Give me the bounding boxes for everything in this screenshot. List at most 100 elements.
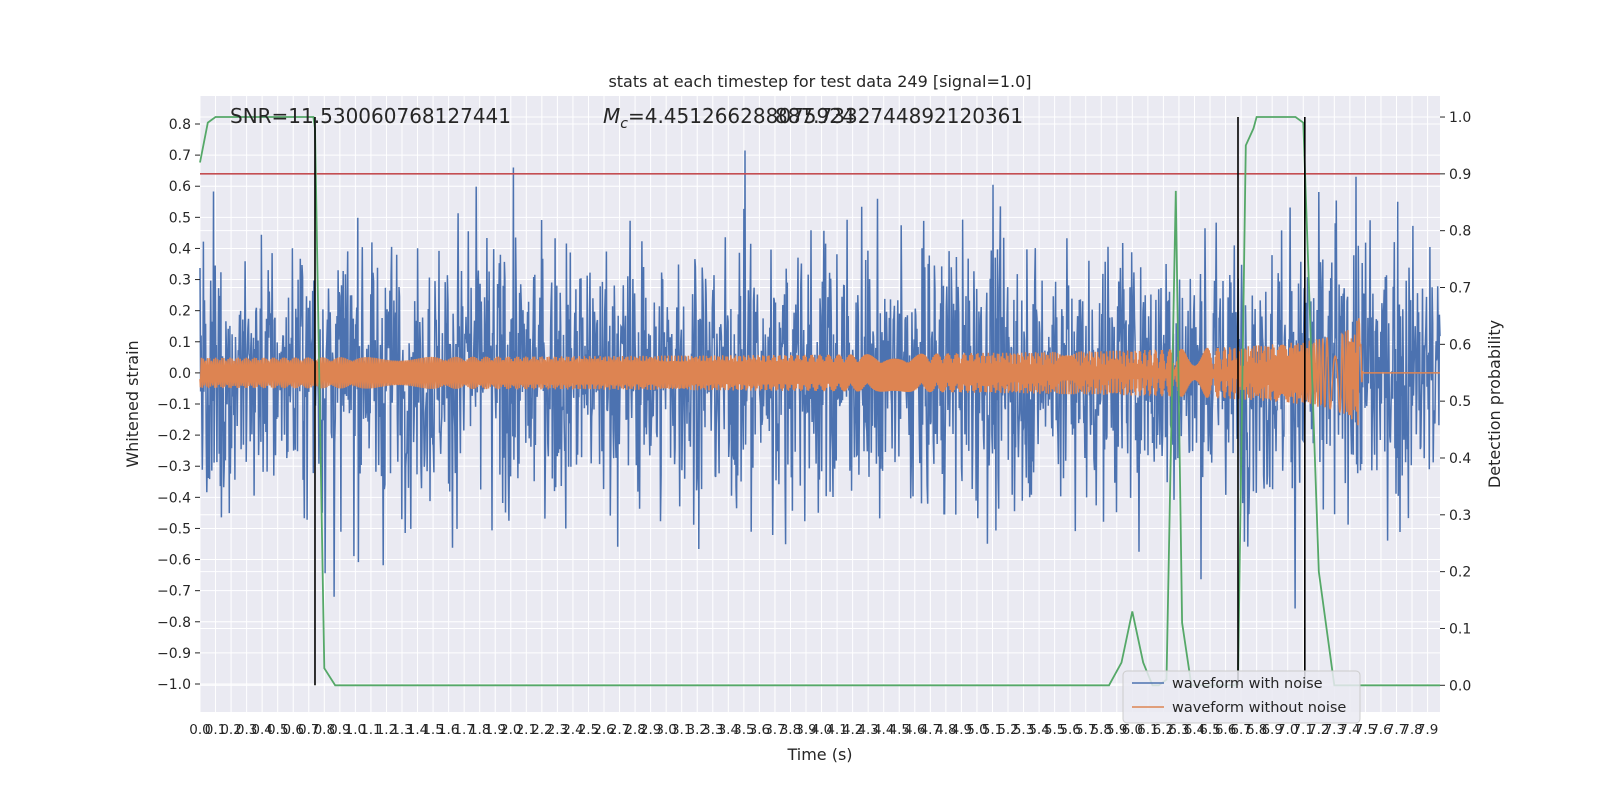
mc-symbol: M [603,104,620,128]
x-tick-label: 7.0 [1277,722,1298,738]
x-tick-label: 6.1 [1137,722,1158,738]
y-tick-label: 0.6 [169,179,191,195]
y-tick-label: −0.9 [157,646,191,662]
x-tick-label: 3.0 [655,722,676,738]
y2-tick-label: 0.0 [1449,678,1471,694]
waveform-without-noise-line [199,318,1440,426]
y2-tick-label: 0.2 [1449,565,1471,581]
x-tick-label: 2.5 [578,722,599,738]
x-tick-label: 4.9 [951,722,972,738]
x-tick-label: 6.0 [1122,722,1143,738]
x-tick-label: 6.7 [1230,722,1251,738]
x-tick-label: 7.8 [1401,722,1422,738]
overlap-annotation: 887.7332744892120361 [775,104,1023,128]
y2-tick-label: 0.9 [1449,167,1471,183]
legend: waveform with noise waveform without noi… [1122,670,1361,724]
plot-area [199,116,1441,687]
x-tick-label: 5.4 [1028,722,1049,738]
x-tick-label: 2.3 [547,722,568,738]
y-tick-label: −0.7 [157,584,191,600]
x-tick-label: 5.5 [1044,722,1065,738]
y-tick-label: 0.3 [169,273,191,289]
x-tick-label: 4.4 [873,722,894,738]
y-tick-label: 0.5 [169,210,191,226]
x-tick-label: 4.3 [857,722,878,738]
x-tick-label: 0.4 [251,722,272,738]
x-tick-label: 5.0 [966,722,987,738]
x-tick-label: 5.1 [982,722,1003,738]
y2-tick-label: 1.0 [1449,110,1471,126]
x-tick-label: 1.7 [453,722,474,738]
x-tick-label: 6.2 [1153,722,1174,738]
x-tick-label: 2.6 [593,722,614,738]
y-tick-label: −0.8 [157,615,191,631]
y2-tick-label: 0.4 [1449,451,1471,467]
detection-probability-line [199,116,1440,687]
x-tick-label: 1.4 [407,722,428,738]
x-tick-label: 5.9 [1106,722,1127,738]
x-tick-label: 0.6 [282,722,303,738]
legend-label-noise: waveform with noise [1172,676,1323,692]
x-tick-label: 3.1 [671,722,692,738]
x-tick-label: 0.2 [220,722,241,738]
x-tick-label: 1.5 [422,722,443,738]
x-tick-label: 3.9 [795,722,816,738]
y-tick-label: −0.6 [157,553,191,569]
x-tick-label: 0.5 [267,722,288,738]
x-tick-label: 6.5 [1199,722,1220,738]
x-tick-label: 4.2 [842,722,863,738]
mc-value: =4.451266288075924 [628,104,855,128]
x-tick-label: 5.3 [1013,722,1034,738]
x-tick-label: 3.7 [764,722,785,738]
x-tick-label: 7.2 [1308,722,1329,738]
y-tick-label: −1.0 [157,677,191,693]
x-tick-label: 6.8 [1246,722,1267,738]
x-tick-label: 4.7 [920,722,941,738]
y-axis-label: Whitened strain [123,340,142,467]
snr-annotation: SNR=11.530060768127441 [230,104,511,128]
x-tick-label: 6.4 [1184,722,1205,738]
y2-tick-label: 0.8 [1449,224,1471,240]
x-tick-label: 3.5 [733,722,754,738]
x-tick-label: 2.4 [562,722,583,738]
x-tick-label: 6.9 [1261,722,1282,738]
x-tick-label: 0.8 [314,722,335,738]
x-tick-label: 4.0 [811,722,832,738]
y2-tick-label: 0.3 [1449,508,1471,524]
mc-annotation: Mc=4.451266288075924 [603,104,855,132]
x-tick-label: 0.7 [298,722,319,738]
x-tick-label: 7.6 [1370,722,1391,738]
x-tick-label: 2.1 [516,722,537,738]
x-tick-label: 2.2 [531,722,552,738]
y2-tick-label: 0.7 [1449,281,1471,297]
y-tick-label: −0.2 [157,428,191,444]
y2-tick-label: 0.6 [1449,337,1471,353]
y-tick-label: 0.8 [169,117,191,133]
y-tick-label: 0.1 [169,335,191,351]
x-tick-label: 2.7 [609,722,630,738]
x-tick-label: 1.8 [469,722,490,738]
x-tick-label: 4.6 [904,722,925,738]
x-tick-label: 1.2 [376,722,397,738]
y-tick-label: −0.3 [157,459,191,475]
x-tick-label: 5.2 [997,722,1018,738]
x-tick-label: 7.4 [1339,722,1360,738]
x-tick-label: 6.6 [1215,722,1236,738]
x-tick-label: 4.8 [935,722,956,738]
x-tick-label: 5.7 [1075,722,1096,738]
y-tick-label: −0.1 [157,397,191,413]
x-tick-label: 2.0 [500,722,521,738]
x-tick-label: 2.9 [640,722,661,738]
x-tick-label: 0.0 [189,722,210,738]
y-tick-label: 0.4 [169,241,191,257]
legend-box [1122,670,1361,724]
y2-tick-label: 0.1 [1449,621,1471,637]
x-tick-label: 3.8 [780,722,801,738]
x-tick-label: 7.3 [1324,722,1345,738]
x-tick-label: 4.5 [889,722,910,738]
axes: 0.00.10.20.30.40.50.60.70.80.91.01.11.21… [157,110,1471,738]
x-tick-label: 4.1 [826,722,847,738]
x-tick-label: 3.4 [718,722,739,738]
x-tick-label: 7.1 [1293,722,1314,738]
